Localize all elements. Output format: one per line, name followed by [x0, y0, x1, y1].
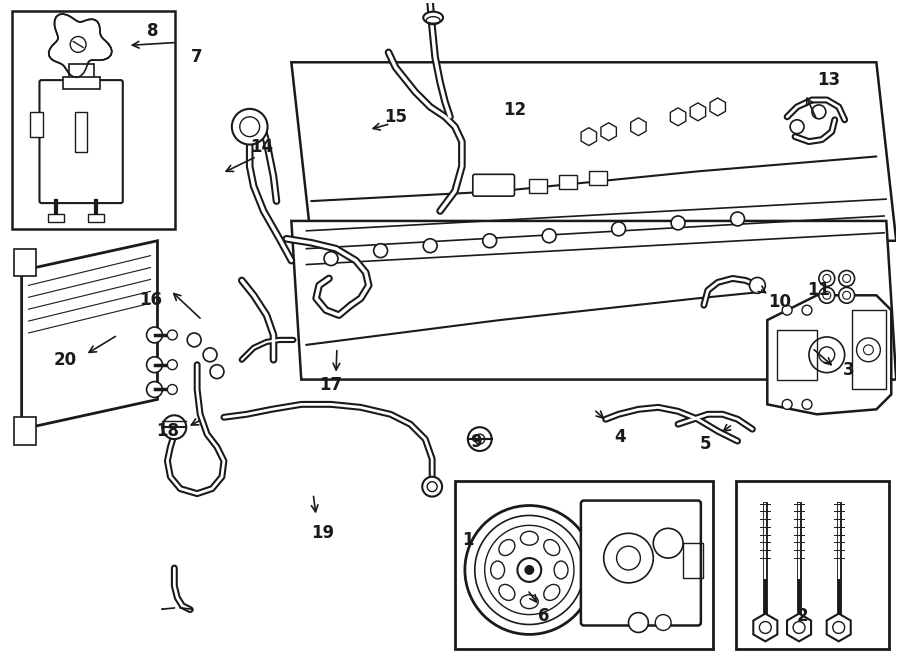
Circle shape [167, 385, 177, 395]
Polygon shape [22, 241, 158, 429]
Ellipse shape [554, 561, 568, 579]
Bar [559, 175, 577, 189]
FancyBboxPatch shape [472, 175, 515, 196]
Bar [14, 249, 35, 276]
Text: 10: 10 [768, 293, 791, 311]
Circle shape [167, 360, 177, 369]
Circle shape [802, 399, 812, 409]
Text: 16: 16 [139, 292, 162, 309]
Circle shape [210, 365, 224, 379]
Circle shape [203, 348, 217, 362]
Text: 5: 5 [700, 435, 712, 453]
Text: 14: 14 [250, 137, 274, 155]
Circle shape [812, 105, 826, 119]
Text: 20: 20 [54, 351, 76, 369]
Circle shape [147, 357, 162, 373]
Text: 6: 6 [538, 607, 550, 625]
Text: 18: 18 [156, 422, 179, 440]
Circle shape [468, 427, 491, 451]
Circle shape [374, 244, 388, 258]
Text: 3: 3 [842, 361, 854, 379]
Bar [683, 543, 703, 578]
Circle shape [147, 327, 162, 343]
Circle shape [802, 305, 812, 315]
Text: 13: 13 [817, 71, 841, 89]
Text: 2: 2 [796, 607, 808, 625]
Ellipse shape [520, 595, 538, 609]
Text: 11: 11 [807, 282, 831, 299]
Bar [851, 310, 886, 389]
Circle shape [655, 615, 671, 631]
FancyArrowPatch shape [180, 608, 193, 609]
Circle shape [518, 558, 541, 582]
Ellipse shape [499, 584, 515, 600]
Circle shape [782, 305, 792, 315]
Circle shape [187, 333, 201, 347]
Circle shape [147, 381, 162, 397]
Circle shape [324, 252, 338, 266]
Circle shape [162, 415, 186, 439]
Circle shape [542, 229, 556, 243]
Text: 15: 15 [384, 108, 407, 126]
Bar [63, 77, 100, 89]
Bar [76, 112, 87, 151]
Bar [735, 481, 889, 649]
Bar [12, 11, 175, 229]
Circle shape [475, 434, 485, 444]
Circle shape [612, 222, 625, 236]
Circle shape [525, 565, 535, 575]
Circle shape [819, 288, 834, 303]
Circle shape [731, 212, 744, 226]
Circle shape [628, 613, 648, 633]
Polygon shape [768, 295, 891, 414]
Circle shape [428, 482, 437, 492]
Ellipse shape [544, 584, 560, 600]
Bar [529, 179, 547, 193]
Bar [49, 214, 64, 222]
Text: 9: 9 [470, 433, 482, 451]
Polygon shape [49, 14, 112, 77]
Text: 4: 4 [615, 428, 626, 446]
Bar [30, 112, 43, 137]
Text: 19: 19 [311, 524, 335, 542]
Bar [69, 64, 94, 84]
Circle shape [475, 516, 584, 625]
Ellipse shape [423, 12, 443, 24]
Circle shape [819, 270, 834, 286]
FancyBboxPatch shape [580, 500, 701, 625]
Ellipse shape [544, 539, 560, 555]
Ellipse shape [499, 539, 515, 555]
Bar [778, 330, 817, 379]
FancyArrowPatch shape [162, 608, 175, 609]
Circle shape [482, 234, 497, 248]
Ellipse shape [491, 561, 505, 579]
Circle shape [422, 477, 442, 496]
Circle shape [671, 216, 685, 230]
Text: 12: 12 [503, 101, 526, 119]
Circle shape [232, 109, 267, 145]
Text: 17: 17 [320, 375, 343, 393]
Circle shape [839, 270, 855, 286]
Circle shape [465, 506, 594, 635]
Ellipse shape [520, 531, 538, 545]
Text: 8: 8 [147, 22, 158, 40]
Polygon shape [292, 62, 896, 241]
Text: 1: 1 [462, 531, 473, 549]
Bar [455, 481, 713, 649]
FancyBboxPatch shape [40, 80, 122, 203]
Circle shape [839, 288, 855, 303]
Circle shape [782, 399, 792, 409]
Circle shape [790, 120, 804, 134]
Polygon shape [292, 221, 896, 379]
Text: 7: 7 [192, 48, 203, 66]
Circle shape [167, 330, 177, 340]
Bar [88, 214, 104, 222]
Circle shape [423, 239, 437, 253]
Bar [14, 417, 35, 445]
Circle shape [750, 278, 765, 293]
Bar [589, 171, 607, 185]
